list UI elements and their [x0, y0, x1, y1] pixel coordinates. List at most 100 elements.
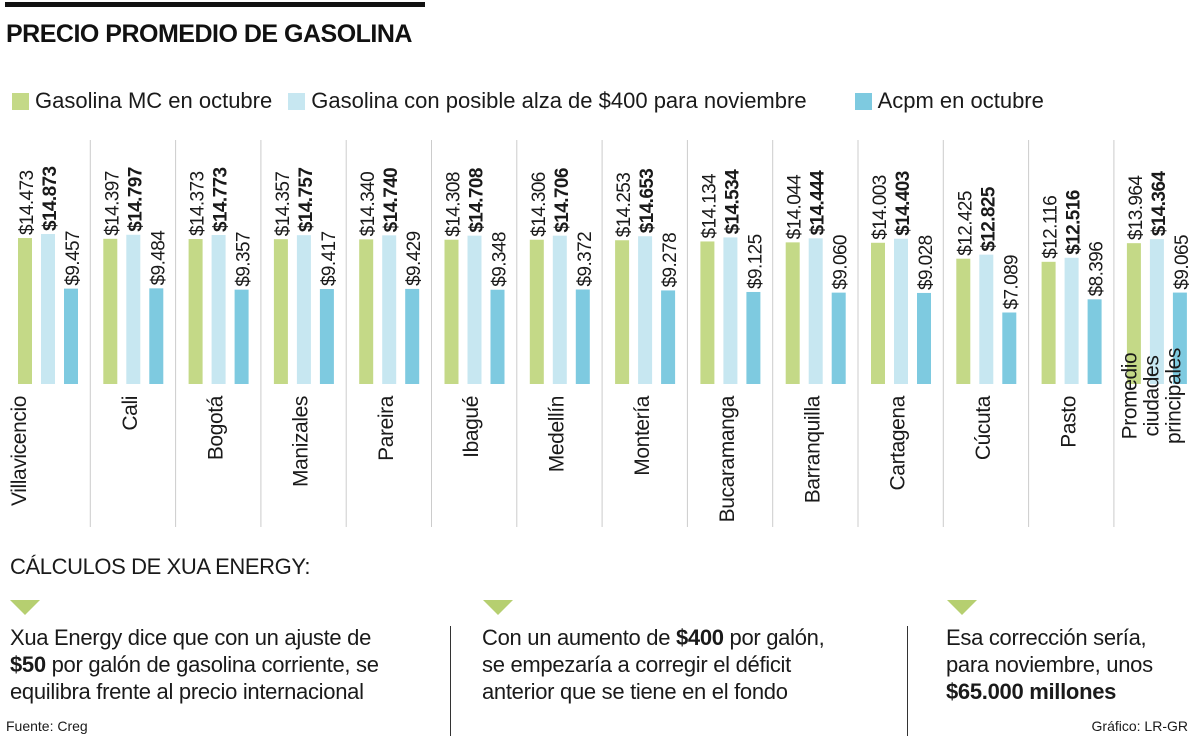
data-label: $9.484 — [148, 230, 169, 286]
bar — [1126, 243, 1141, 384]
category-label: Cali — [119, 396, 142, 431]
bar — [1064, 257, 1079, 384]
bar — [103, 238, 118, 384]
bar — [1002, 312, 1017, 384]
data-label: $14.403 — [893, 171, 914, 236]
credit: Gráfico: LR-GR — [1091, 718, 1188, 734]
triangle-icon — [947, 600, 977, 615]
note-text: para noviembre, unos — [946, 652, 1153, 677]
data-label: $9.125 — [745, 234, 766, 289]
note-line: Xua Energy dice que con un ajuste de — [10, 624, 379, 651]
bar — [296, 235, 311, 384]
note-highlight: $65.000 millones — [946, 679, 1117, 704]
data-label: $9.065 — [1172, 235, 1193, 290]
bar — [64, 288, 78, 384]
category-label: Cúcuta — [972, 395, 995, 460]
bar — [661, 290, 676, 384]
bar — [552, 235, 567, 384]
note-line: anterior que se tiene en el fondo — [482, 678, 824, 705]
bar — [1087, 299, 1102, 384]
bar — [126, 234, 141, 384]
category-label: Montería — [631, 395, 654, 475]
category-label: Pareira — [375, 395, 398, 461]
category-label: Ibagué — [460, 396, 483, 458]
note-line: equilibra frente al precio internacional — [10, 678, 379, 705]
category-label: Medellín — [545, 396, 568, 472]
chart-title: PRECIO PROMEDIO DE GASOLINA — [6, 20, 412, 48]
data-label: $14.340 — [358, 172, 379, 237]
bar — [319, 289, 334, 384]
data-label: $9.028 — [916, 235, 937, 290]
bar-chart: $14.473 $14.873$9.457 Villavicencio $14.397… — [8, 140, 1193, 527]
bar — [575, 289, 590, 384]
bar — [529, 239, 544, 384]
data-label: $14.357 — [273, 172, 294, 237]
bar — [746, 291, 761, 384]
note-line: $50 por galón de gasolina corriente, se — [10, 651, 379, 678]
bar — [149, 288, 164, 384]
bar — [359, 239, 374, 384]
bar — [700, 241, 715, 384]
note-ajuste: Xua Energy dice que con un ajuste de $50 … — [10, 624, 379, 705]
bar — [234, 289, 249, 384]
data-label: $13.964 — [1126, 175, 1147, 241]
bar — [979, 254, 994, 384]
category-label: Pasto — [1057, 396, 1080, 448]
bar — [831, 292, 846, 384]
legend-item-alza: Gasolina con posible alza de $400 para n… — [288, 88, 807, 114]
note-text: por galón, — [723, 625, 825, 650]
bar — [615, 240, 630, 384]
data-label: $14.306 — [529, 172, 550, 237]
category-label: Barranquilla — [801, 395, 824, 503]
data-label: $14.773 — [211, 167, 232, 232]
data-label: $14.653 — [637, 169, 658, 234]
data-label: $14.134 — [699, 173, 720, 239]
data-label: $14.473 — [17, 171, 38, 236]
data-label: $14.444 — [808, 170, 829, 236]
category-label: Manizales — [290, 396, 313, 487]
bar — [1149, 239, 1164, 384]
data-label: $9.348 — [490, 232, 511, 287]
data-label: $14.253 — [614, 173, 635, 238]
top-rule — [5, 2, 425, 7]
note-highlight: $50 — [10, 652, 46, 677]
data-label: $14.534 — [722, 169, 743, 235]
data-label: $12.516 — [1064, 190, 1085, 255]
legend-swatch — [854, 92, 872, 110]
bar — [1172, 292, 1187, 384]
data-label: $14.873 — [40, 166, 61, 231]
data-label: $9.372 — [575, 232, 596, 287]
note-line: Esa corrección sería, — [946, 624, 1153, 651]
note-text: Xua Energy dice que con un ajuste de — [10, 625, 372, 650]
data-label: $12.425 — [955, 191, 976, 256]
data-label: $14.797 — [125, 167, 146, 232]
legend-label: Gasolina MC en octubre — [35, 88, 273, 113]
note-text: Esa corrección sería, — [946, 625, 1147, 650]
note-text: Con un aumento de — [482, 625, 676, 650]
bar — [273, 239, 288, 384]
data-label: $14.397 — [102, 171, 123, 236]
divider — [450, 626, 451, 736]
bar — [871, 242, 885, 384]
legend: Gasolina MC en octubre Gasolina con posi… — [12, 88, 1044, 114]
data-label: $8.396 — [1087, 242, 1108, 297]
category-label: Cartagena — [887, 395, 910, 490]
bar — [894, 238, 908, 384]
data-label: $9.357 — [234, 232, 255, 287]
triangle-icon — [10, 600, 40, 615]
data-label: $14.364 — [1149, 171, 1170, 237]
note-line: Con un aumento de $400 por galón, — [482, 624, 825, 651]
legend-label: Acpm en octubre — [877, 88, 1044, 113]
data-label: $9.278 — [660, 233, 681, 288]
category-label: Promediociudadesprincipales — [1119, 348, 1186, 444]
note-line: para noviembre, unos — [946, 651, 1153, 678]
bar — [723, 237, 738, 384]
bar — [490, 289, 505, 384]
data-label: $14.044 — [785, 174, 806, 240]
legend-swatch — [288, 92, 306, 110]
category-label: Villavicencio — [8, 396, 31, 506]
bar — [41, 234, 55, 384]
bar — [405, 288, 420, 384]
note-line: $65.000 millones — [946, 678, 1153, 705]
data-label: $14.706 — [552, 168, 573, 233]
